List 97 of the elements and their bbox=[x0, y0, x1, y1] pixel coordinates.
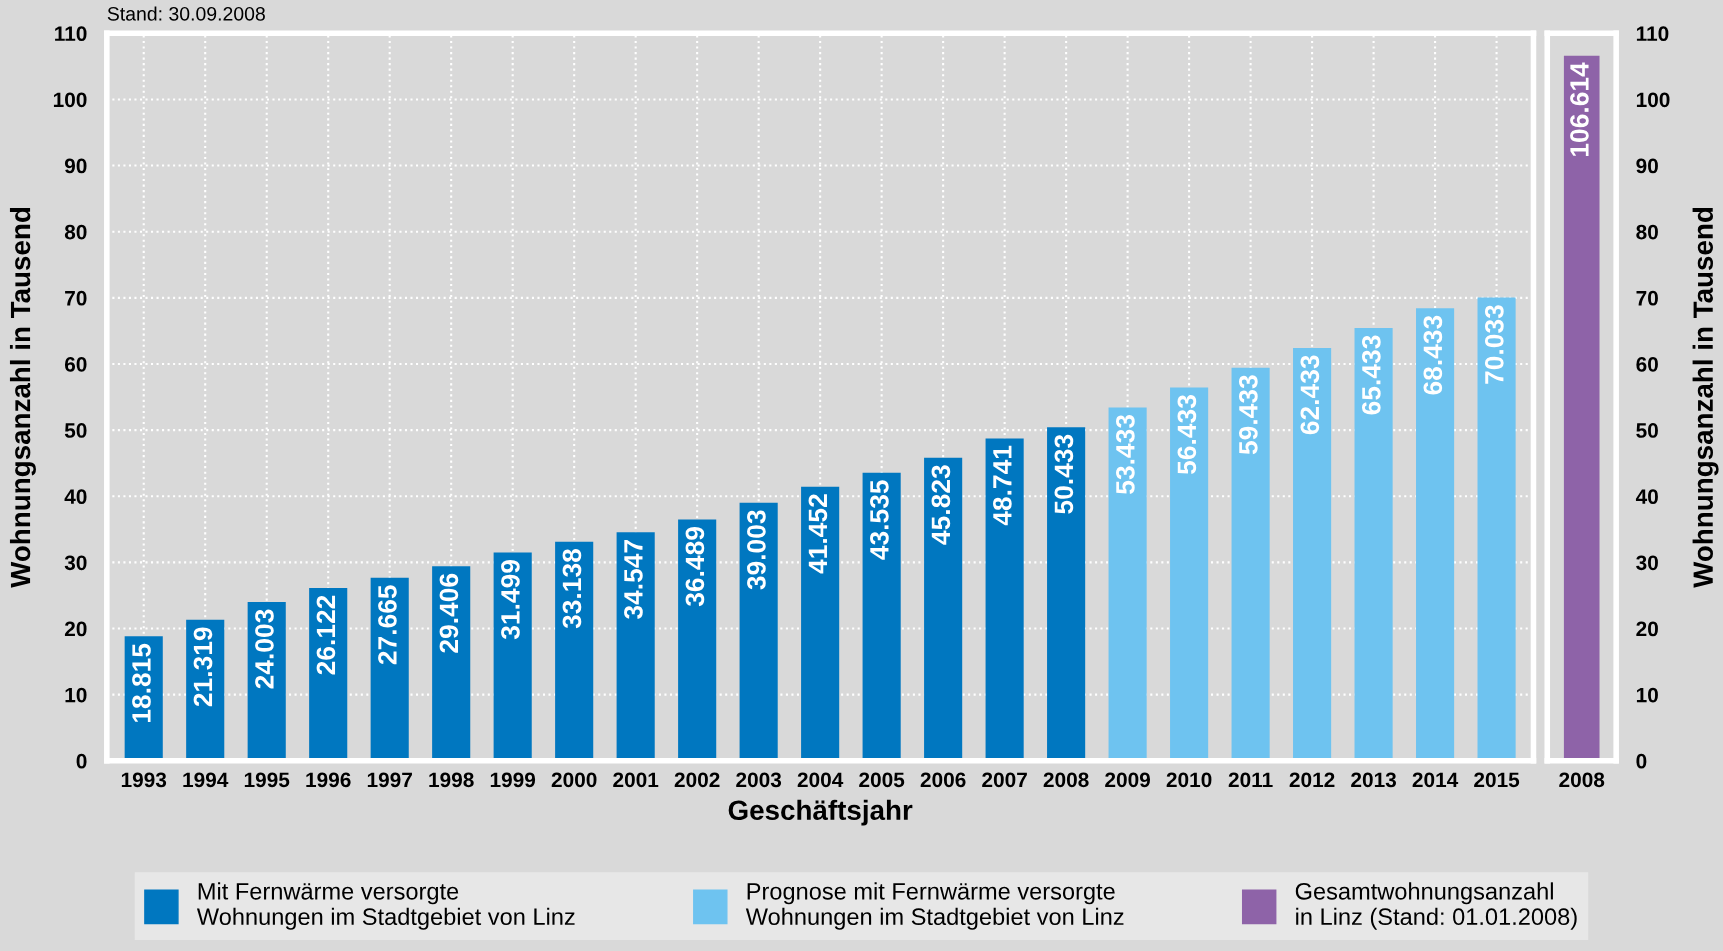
data-label: 27.665 bbox=[378, 585, 397, 665]
x-tick-label: 1996 bbox=[306, 772, 351, 788]
bar bbox=[616, 532, 655, 761]
y2-axis-title: Wohnungsanzahl in Tausend bbox=[1692, 208, 1719, 588]
bar bbox=[862, 472, 901, 761]
bar bbox=[432, 566, 471, 761]
x-tick-label: 2006 bbox=[920, 772, 966, 788]
x-tick-label: 1993 bbox=[121, 772, 167, 788]
x-tick-label: 2014 bbox=[1412, 772, 1459, 788]
y2-tick-label: 0 bbox=[1636, 753, 1647, 769]
x-tick-label: 2007 bbox=[982, 772, 1027, 788]
data-label: 70.033 bbox=[1484, 305, 1504, 384]
data-label: 48.741 bbox=[993, 445, 1012, 526]
x-tick-label: 2005 bbox=[859, 772, 905, 788]
legend-label: Prognose mit Fernwärme versorgte Wohnungen im Stadtgebiet von Linz bbox=[745, 882, 1124, 930]
x-tick-label: 2003 bbox=[736, 772, 782, 788]
y-tick-label: 20 bbox=[64, 621, 87, 637]
y2-tick-label: 50 bbox=[1636, 423, 1658, 438]
bar bbox=[555, 541, 594, 761]
y2-tick-label: 100 bbox=[1636, 92, 1670, 108]
y-tick-label: 60 bbox=[64, 356, 87, 372]
data-label: 62.433 bbox=[1300, 355, 1320, 435]
data-label: 39.003 bbox=[747, 510, 766, 590]
bar bbox=[1108, 407, 1147, 761]
data-label: 24.003 bbox=[255, 609, 274, 689]
x-tick-label: 1997 bbox=[367, 772, 412, 788]
data-label: 29.406 bbox=[439, 573, 459, 653]
bar bbox=[1293, 347, 1332, 761]
x-tick-label: 2009 bbox=[1105, 772, 1151, 788]
data-label: 18.815 bbox=[132, 643, 151, 723]
legend-label: Mit Fernwärme versorgte Wohnungen im Stadtgebiet von Linz bbox=[196, 882, 575, 930]
bar bbox=[1477, 297, 1516, 761]
data-label: 65.433 bbox=[1361, 335, 1381, 415]
y-tick-label: 100 bbox=[53, 92, 87, 108]
legend-label: Gesamtwohnungsanzahl in Linz (Stand: 01.01.2008) bbox=[1295, 882, 1577, 930]
data-label: 21.319 bbox=[193, 627, 213, 707]
y-tick-label: 80 bbox=[64, 224, 87, 240]
bar bbox=[739, 502, 778, 761]
y2-tick-label: 110 bbox=[1636, 26, 1669, 42]
data-label: 106.614 bbox=[1570, 62, 1589, 157]
x-tick-label: 1994 bbox=[183, 772, 229, 788]
bar bbox=[1416, 308, 1455, 761]
x-tick-label: 2008 bbox=[1559, 772, 1605, 788]
y-tick-label: 90 bbox=[64, 158, 87, 174]
x-tick-label: 2000 bbox=[551, 772, 597, 788]
bar bbox=[1354, 328, 1393, 761]
y2-tick-label: 30 bbox=[1636, 555, 1658, 571]
bar bbox=[678, 519, 717, 761]
bar bbox=[924, 457, 963, 761]
data-label: 26.122 bbox=[316, 595, 336, 675]
y2-tick-label: 80 bbox=[1636, 224, 1658, 240]
bar bbox=[801, 486, 840, 761]
y-axis-title: Wohnungsanzahl in Tausend bbox=[9, 208, 36, 588]
bar bbox=[1047, 427, 1086, 761]
text: Stand: 30.09.2008 bbox=[107, 6, 265, 21]
x-tick-label: 2011 bbox=[1228, 772, 1273, 788]
y2-tick-label: 70 bbox=[1636, 290, 1658, 306]
y-tick-label: 40 bbox=[64, 489, 87, 504]
x-axis-title: Geschäftsjahr bbox=[728, 799, 913, 826]
x-tick-label: 2008 bbox=[1043, 772, 1089, 788]
bar bbox=[985, 438, 1024, 761]
data-label: 53.433 bbox=[1116, 414, 1135, 494]
y2-tick-label: 20 bbox=[1636, 621, 1658, 637]
data-label: 36.489 bbox=[685, 527, 705, 607]
bar bbox=[493, 552, 532, 761]
data-label: 45.823 bbox=[931, 465, 951, 545]
y2-tick-label: 10 bbox=[1636, 687, 1658, 703]
data-label: 33.138 bbox=[562, 549, 582, 629]
x-tick-label: 1998 bbox=[429, 772, 474, 788]
y-tick-label: 50 bbox=[64, 423, 87, 438]
y-tick-label: 110 bbox=[55, 26, 87, 42]
data-label: 59.433 bbox=[1239, 375, 1258, 455]
data-label: 43.535 bbox=[870, 480, 889, 560]
bar bbox=[1231, 367, 1270, 761]
x-tick-label: 1999 bbox=[490, 772, 536, 788]
x-tick-label: 2001 bbox=[613, 772, 659, 788]
x-tick-label: 2004 bbox=[797, 772, 844, 788]
data-label: 50.433 bbox=[1054, 434, 1074, 514]
data-label: 68.433 bbox=[1423, 315, 1443, 395]
y2-tick-label: 60 bbox=[1636, 356, 1658, 372]
x-tick-label: 2012 bbox=[1289, 772, 1335, 788]
x-tick-label: 2013 bbox=[1351, 772, 1397, 788]
y-tick-label: 0 bbox=[76, 753, 87, 769]
data-label: 56.433 bbox=[1177, 395, 1197, 475]
x-tick-label: 2015 bbox=[1474, 772, 1520, 788]
y-tick-label: 10 bbox=[65, 687, 87, 703]
x-tick-label: 2002 bbox=[674, 772, 720, 788]
x-tick-label: 2010 bbox=[1166, 772, 1212, 788]
bar bbox=[1170, 387, 1209, 761]
y-tick-label: 70 bbox=[65, 290, 87, 306]
data-label: 34.547 bbox=[624, 540, 643, 620]
data-label: 31.499 bbox=[501, 560, 520, 640]
y-tick-label: 30 bbox=[64, 555, 87, 571]
y2-tick-label: 90 bbox=[1636, 158, 1658, 174]
data-label: 41.452 bbox=[808, 494, 828, 574]
x-tick-label: 1995 bbox=[244, 772, 290, 788]
y2-tick-label: 40 bbox=[1635, 489, 1658, 504]
